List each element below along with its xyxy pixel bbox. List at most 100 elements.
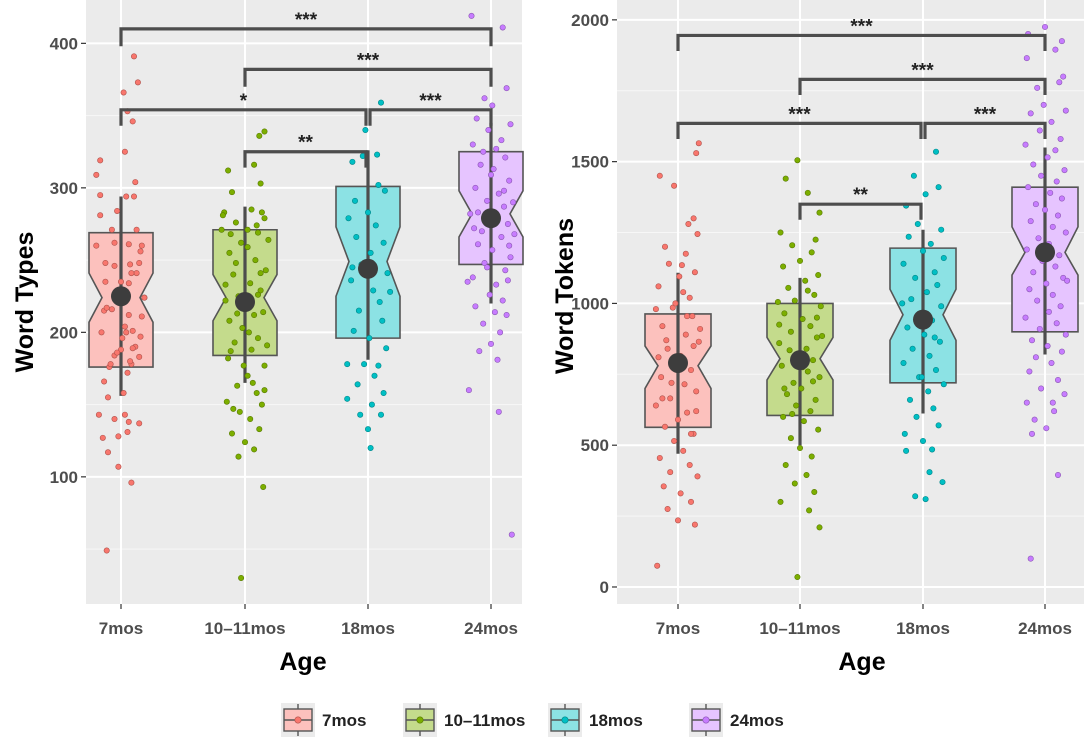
word-tokens-point-10-11mos bbox=[799, 316, 806, 323]
word-tokens-point-24mos bbox=[1055, 471, 1062, 478]
word-types-point-24mos bbox=[507, 121, 514, 128]
word-tokens-point-7mos bbox=[656, 172, 663, 179]
word-tokens-point-7mos bbox=[687, 430, 694, 437]
word-types-point-24mos bbox=[474, 241, 481, 248]
word-tokens-significance-label: *** bbox=[911, 60, 934, 81]
word-types-point-10-11mos bbox=[257, 270, 264, 277]
word-tokens-point-10-11mos bbox=[806, 507, 813, 514]
word-tokens-point-7mos bbox=[680, 289, 687, 296]
word-tokens-point-10-11mos bbox=[783, 391, 790, 398]
word-types-point-10-11mos bbox=[238, 574, 245, 581]
word-types-point-18mos bbox=[371, 372, 378, 379]
word-tokens-point-24mos bbox=[1061, 167, 1068, 174]
word-types-point-24mos bbox=[502, 267, 509, 274]
word-types-point-24mos bbox=[487, 340, 494, 347]
word-tokens-point-24mos bbox=[1055, 376, 1062, 383]
word-types-point-18mos bbox=[372, 222, 379, 229]
word-tokens-point-24mos bbox=[1048, 359, 1055, 366]
word-tokens-point-18mos bbox=[913, 413, 920, 420]
word-types-point-7mos bbox=[131, 193, 138, 200]
word-types-point-24mos bbox=[476, 348, 483, 355]
word-types-point-7mos bbox=[120, 390, 127, 397]
word-tokens-point-7mos bbox=[687, 498, 694, 505]
word-types-point-24mos bbox=[467, 210, 474, 217]
word-tokens-point-7mos bbox=[661, 423, 668, 430]
word-types-point-18mos bbox=[377, 411, 384, 418]
word-types-point-10-11mos bbox=[234, 310, 241, 317]
word-tokens-point-18mos bbox=[914, 221, 921, 228]
word-types-point-24mos bbox=[500, 187, 507, 194]
word-tokens-point-10-11mos bbox=[796, 445, 803, 452]
word-tokens-point-10-11mos bbox=[803, 471, 810, 478]
word-types-point-24mos bbox=[511, 231, 518, 238]
word-tokens-point-10-11mos bbox=[781, 310, 788, 317]
word-tokens-point-7mos bbox=[667, 469, 674, 476]
word-tokens-point-10-11mos bbox=[804, 287, 811, 294]
word-tokens-point-24mos bbox=[1023, 399, 1030, 406]
word-tokens-point-10-11mos bbox=[787, 435, 794, 442]
word-types-point-7mos bbox=[93, 242, 100, 249]
word-types-point-7mos bbox=[133, 270, 140, 277]
word-types-point-10-11mos bbox=[258, 401, 265, 408]
word-tokens-point-24mos bbox=[1045, 308, 1052, 315]
word-tokens-point-18mos bbox=[908, 296, 915, 303]
word-types-point-24mos bbox=[468, 12, 475, 19]
word-tokens-point-10-11mos bbox=[815, 426, 822, 433]
word-types-point-7mos bbox=[118, 278, 125, 285]
legend-label-7mos: 7mos bbox=[322, 711, 366, 730]
word-tokens-point-24mos bbox=[1034, 84, 1041, 91]
word-tokens-point-10-11mos bbox=[811, 291, 818, 298]
word-types-point-10-11mos bbox=[232, 259, 239, 266]
word-types-point-7mos bbox=[128, 479, 135, 486]
word-tokens-point-24mos bbox=[1029, 430, 1036, 437]
word-tokens-point-24mos bbox=[1040, 101, 1047, 108]
word-tokens-bracket-10-11mos-18mos bbox=[798, 202, 923, 220]
word-types-bracket-18mos-24mos bbox=[368, 108, 493, 126]
word-tokens-point-7mos bbox=[677, 490, 684, 497]
word-types-mean-18mos bbox=[358, 258, 378, 279]
word-types-point-24mos bbox=[469, 141, 476, 148]
word-types-point-7mos bbox=[114, 349, 121, 356]
word-tokens-point-18mos bbox=[903, 447, 910, 454]
word-tokens-point-18mos bbox=[932, 148, 939, 155]
word-types-point-24mos bbox=[472, 303, 479, 310]
word-types-point-7mos bbox=[108, 306, 115, 313]
word-types-point-18mos bbox=[349, 264, 356, 271]
word-tokens-point-7mos bbox=[676, 273, 683, 280]
word-tokens-point-24mos bbox=[1044, 154, 1051, 161]
word-types-point-24mos bbox=[497, 329, 504, 336]
word-types-point-10-11mos bbox=[257, 287, 264, 294]
word-types-point-10-11mos bbox=[235, 453, 242, 460]
word-types-x-tick-label: 10–11mos bbox=[204, 619, 285, 638]
word-tokens-point-18mos bbox=[938, 303, 945, 310]
word-types-point-10-11mos bbox=[251, 161, 258, 168]
legend-key-point-24mos bbox=[702, 716, 710, 724]
word-types-point-7mos bbox=[125, 418, 132, 425]
word-tokens-point-18mos bbox=[900, 260, 907, 267]
word-types-point-7mos bbox=[97, 157, 104, 164]
word-tokens-point-18mos bbox=[926, 352, 933, 359]
word-tokens-point-10-11mos bbox=[809, 378, 816, 385]
word-types-point-10-11mos bbox=[255, 291, 262, 298]
word-tokens-point-24mos bbox=[1030, 161, 1037, 168]
word-types-y-axis-title: Word Types bbox=[11, 232, 39, 373]
word-types-point-18mos bbox=[344, 361, 351, 368]
word-tokens-point-24mos bbox=[1057, 135, 1064, 142]
word-tokens-point-7mos bbox=[690, 342, 697, 349]
word-types-point-10-11mos bbox=[229, 430, 236, 437]
word-tokens-point-10-11mos bbox=[815, 272, 822, 279]
word-types-point-24mos bbox=[491, 309, 498, 316]
word-tokens-point-10-11mos bbox=[785, 284, 792, 291]
word-types-x-tick-label: 18mos bbox=[341, 619, 395, 638]
word-types-point-10-11mos bbox=[251, 312, 258, 319]
word-types-boxes bbox=[88, 122, 524, 396]
word-tokens-point-10-11mos bbox=[793, 402, 800, 409]
word-types-point-7mos bbox=[138, 313, 145, 320]
word-types-point-18mos bbox=[384, 270, 391, 277]
word-types-point-7mos bbox=[102, 259, 109, 266]
word-tokens-point-24mos bbox=[1047, 189, 1054, 196]
word-tokens-point-10-11mos bbox=[780, 263, 787, 270]
word-tokens-point-18mos bbox=[930, 405, 937, 412]
word-tokens-point-18mos bbox=[927, 240, 934, 247]
word-types-point-18mos bbox=[375, 362, 382, 369]
